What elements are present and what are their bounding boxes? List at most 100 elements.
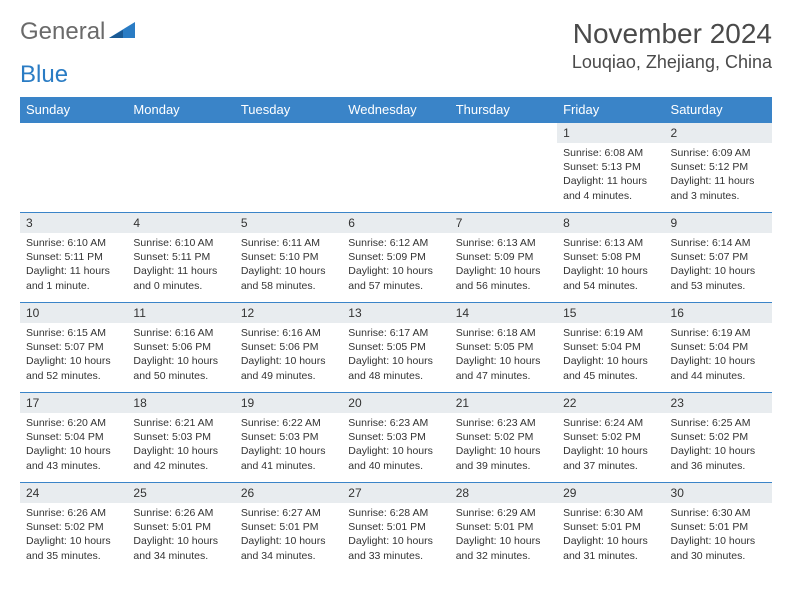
daylight-line: Daylight: 11 hours and 4 minutes. — [563, 174, 658, 202]
day-number: 5 — [235, 213, 342, 233]
day-details: Sunrise: 6:23 AMSunset: 5:03 PMDaylight:… — [342, 413, 449, 477]
sunset-line: Sunset: 5:09 PM — [456, 250, 551, 264]
day-cell: 11Sunrise: 6:16 AMSunset: 5:06 PMDayligh… — [127, 303, 234, 393]
day-number: 23 — [665, 393, 772, 413]
day-number: 30 — [665, 483, 772, 503]
sunrise-line: Sunrise: 6:18 AM — [456, 326, 551, 340]
day-number: 10 — [20, 303, 127, 323]
sunset-line: Sunset: 5:12 PM — [671, 160, 766, 174]
day-details: Sunrise: 6:11 AMSunset: 5:10 PMDaylight:… — [235, 233, 342, 297]
week-row: 1Sunrise: 6:08 AMSunset: 5:13 PMDaylight… — [20, 123, 772, 213]
day-cell — [235, 123, 342, 213]
brand-part1: General — [20, 18, 105, 46]
day-cell — [127, 123, 234, 213]
day-cell: 22Sunrise: 6:24 AMSunset: 5:02 PMDayligh… — [557, 393, 664, 483]
location-text: Louqiao, Zhejiang, China — [572, 52, 772, 73]
day-details: Sunrise: 6:14 AMSunset: 5:07 PMDaylight:… — [665, 233, 772, 297]
daylight-line: Daylight: 10 hours and 52 minutes. — [26, 354, 121, 382]
day-number: 28 — [450, 483, 557, 503]
day-number: 9 — [665, 213, 772, 233]
sunset-line: Sunset: 5:01 PM — [348, 520, 443, 534]
daylight-line: Daylight: 10 hours and 34 minutes. — [241, 534, 336, 562]
day-number: 1 — [557, 123, 664, 143]
week-row: 17Sunrise: 6:20 AMSunset: 5:04 PMDayligh… — [20, 393, 772, 483]
day-details: Sunrise: 6:13 AMSunset: 5:09 PMDaylight:… — [450, 233, 557, 297]
sunrise-line: Sunrise: 6:15 AM — [26, 326, 121, 340]
day-details: Sunrise: 6:16 AMSunset: 5:06 PMDaylight:… — [127, 323, 234, 387]
sunrise-line: Sunrise: 6:19 AM — [563, 326, 658, 340]
sunset-line: Sunset: 5:05 PM — [348, 340, 443, 354]
day-cell — [342, 123, 449, 213]
daylight-line: Daylight: 10 hours and 42 minutes. — [133, 444, 228, 472]
day-number: 15 — [557, 303, 664, 323]
sunset-line: Sunset: 5:06 PM — [241, 340, 336, 354]
day-number: 20 — [342, 393, 449, 413]
dow-header: Wednesday — [342, 97, 449, 123]
day-number: 6 — [342, 213, 449, 233]
sunrise-line: Sunrise: 6:09 AM — [671, 146, 766, 160]
sunset-line: Sunset: 5:02 PM — [671, 430, 766, 444]
day-number: 18 — [127, 393, 234, 413]
sunset-line: Sunset: 5:07 PM — [26, 340, 121, 354]
sunset-line: Sunset: 5:11 PM — [26, 250, 121, 264]
brand-logo: General — [20, 18, 137, 46]
day-details: Sunrise: 6:18 AMSunset: 5:05 PMDaylight:… — [450, 323, 557, 387]
daylight-line: Daylight: 10 hours and 35 minutes. — [26, 534, 121, 562]
dow-header: Tuesday — [235, 97, 342, 123]
day-details: Sunrise: 6:19 AMSunset: 5:04 PMDaylight:… — [557, 323, 664, 387]
day-cell: 24Sunrise: 6:26 AMSunset: 5:02 PMDayligh… — [20, 483, 127, 573]
day-details: Sunrise: 6:10 AMSunset: 5:11 PMDaylight:… — [127, 233, 234, 297]
day-cell: 15Sunrise: 6:19 AMSunset: 5:04 PMDayligh… — [557, 303, 664, 393]
sunrise-line: Sunrise: 6:19 AM — [671, 326, 766, 340]
sunset-line: Sunset: 5:01 PM — [456, 520, 551, 534]
day-number: 16 — [665, 303, 772, 323]
sunrise-line: Sunrise: 6:30 AM — [671, 506, 766, 520]
dow-header: Sunday — [20, 97, 127, 123]
sunrise-line: Sunrise: 6:24 AM — [563, 416, 658, 430]
sunrise-line: Sunrise: 6:17 AM — [348, 326, 443, 340]
day-cell: 27Sunrise: 6:28 AMSunset: 5:01 PMDayligh… — [342, 483, 449, 573]
day-details: Sunrise: 6:30 AMSunset: 5:01 PMDaylight:… — [557, 503, 664, 567]
day-cell: 14Sunrise: 6:18 AMSunset: 5:05 PMDayligh… — [450, 303, 557, 393]
daylight-line: Daylight: 10 hours and 57 minutes. — [348, 264, 443, 292]
day-details: Sunrise: 6:23 AMSunset: 5:02 PMDaylight:… — [450, 413, 557, 477]
day-details: Sunrise: 6:15 AMSunset: 5:07 PMDaylight:… — [20, 323, 127, 387]
day-cell: 4Sunrise: 6:10 AMSunset: 5:11 PMDaylight… — [127, 213, 234, 303]
daylight-line: Daylight: 10 hours and 32 minutes. — [456, 534, 551, 562]
daylight-line: Daylight: 10 hours and 58 minutes. — [241, 264, 336, 292]
sunset-line: Sunset: 5:06 PM — [133, 340, 228, 354]
sunrise-line: Sunrise: 6:28 AM — [348, 506, 443, 520]
sunrise-line: Sunrise: 6:30 AM — [563, 506, 658, 520]
daylight-line: Daylight: 10 hours and 47 minutes. — [456, 354, 551, 382]
daylight-line: Daylight: 10 hours and 36 minutes. — [671, 444, 766, 472]
day-details: Sunrise: 6:20 AMSunset: 5:04 PMDaylight:… — [20, 413, 127, 477]
day-cell: 17Sunrise: 6:20 AMSunset: 5:04 PMDayligh… — [20, 393, 127, 483]
daylight-line: Daylight: 10 hours and 48 minutes. — [348, 354, 443, 382]
sunset-line: Sunset: 5:05 PM — [456, 340, 551, 354]
day-cell: 12Sunrise: 6:16 AMSunset: 5:06 PMDayligh… — [235, 303, 342, 393]
sunset-line: Sunset: 5:08 PM — [563, 250, 658, 264]
daylight-line: Daylight: 10 hours and 33 minutes. — [348, 534, 443, 562]
day-cell: 19Sunrise: 6:22 AMSunset: 5:03 PMDayligh… — [235, 393, 342, 483]
day-details: Sunrise: 6:12 AMSunset: 5:09 PMDaylight:… — [342, 233, 449, 297]
sunset-line: Sunset: 5:03 PM — [348, 430, 443, 444]
sunrise-line: Sunrise: 6:10 AM — [133, 236, 228, 250]
day-details: Sunrise: 6:16 AMSunset: 5:06 PMDaylight:… — [235, 323, 342, 387]
day-details: Sunrise: 6:29 AMSunset: 5:01 PMDaylight:… — [450, 503, 557, 567]
sunrise-line: Sunrise: 6:16 AM — [241, 326, 336, 340]
dow-header: Saturday — [665, 97, 772, 123]
day-cell — [450, 123, 557, 213]
daylight-line: Daylight: 10 hours and 39 minutes. — [456, 444, 551, 472]
daylight-line: Daylight: 10 hours and 53 minutes. — [671, 264, 766, 292]
brand-part2: Blue — [20, 61, 68, 89]
sunset-line: Sunset: 5:01 PM — [241, 520, 336, 534]
sunset-line: Sunset: 5:01 PM — [133, 520, 228, 534]
daylight-line: Daylight: 10 hours and 43 minutes. — [26, 444, 121, 472]
day-cell: 6Sunrise: 6:12 AMSunset: 5:09 PMDaylight… — [342, 213, 449, 303]
sunset-line: Sunset: 5:13 PM — [563, 160, 658, 174]
day-cell: 1Sunrise: 6:08 AMSunset: 5:13 PMDaylight… — [557, 123, 664, 213]
day-number: 3 — [20, 213, 127, 233]
day-number: 19 — [235, 393, 342, 413]
day-cell: 9Sunrise: 6:14 AMSunset: 5:07 PMDaylight… — [665, 213, 772, 303]
sunset-line: Sunset: 5:01 PM — [671, 520, 766, 534]
